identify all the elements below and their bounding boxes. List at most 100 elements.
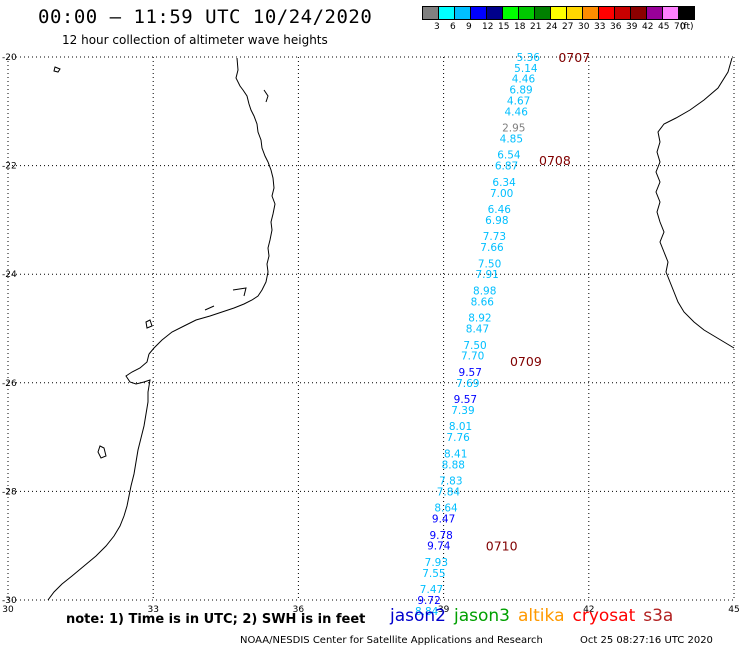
pass-number-labels: 0707 0708 0709 0710 (486, 50, 590, 554)
swh-value: 5.36 (517, 52, 541, 64)
swh-value: 8.01 (449, 421, 472, 433)
legend-bin-label: 27 (562, 22, 574, 32)
swh-value: 7.50 (478, 258, 501, 270)
swh-value: 8.47 (466, 324, 489, 336)
satellite-legend: jason2 jason3 altika cryosat s3a (390, 606, 673, 626)
satellite-legend-jason3: jason3 (454, 606, 510, 626)
swh-value: 8.66 (471, 296, 495, 308)
swh-value: 7.69 (456, 378, 479, 390)
coastlines (47, 57, 735, 601)
lat-tick-label: -30 (2, 596, 17, 606)
pass-label: 0707 (558, 50, 590, 65)
coastline-south-africa (47, 353, 151, 601)
satellite-legend-cryosat: cryosat (572, 606, 636, 626)
lon-tick-label: 42 (583, 605, 594, 615)
swh-value: 7.47 (420, 584, 443, 596)
swh-value: 7.73 (483, 231, 506, 243)
swh-observations: 5.365.144.466.894.674.462.954.856.546.87… (415, 52, 540, 618)
satellite-legend-s3a: s3a (643, 606, 674, 626)
swh-value: 6.46 (488, 204, 512, 216)
swh-value: 7.70 (461, 351, 484, 363)
legend-bin-label: 15 (498, 22, 510, 32)
swh-value: 7.83 (439, 476, 462, 488)
pass-label: 0710 (486, 539, 518, 554)
legend-bin-label: 9 (466, 22, 472, 32)
legend-bin-label: 21 (530, 22, 542, 32)
lat-tick-label: -22 (2, 162, 17, 172)
credit-line: NOAA/NESDIS Center for Satellite Applica… (240, 635, 543, 646)
swh-value: 5.14 (514, 63, 538, 75)
axis-tick-labels: 30 33 36 39 42 45 -20 -22 -24 -26 -28 -30 (2, 53, 740, 615)
swh-value: 8.84 (415, 606, 439, 618)
lon-tick-label: 33 (147, 605, 158, 615)
coastline-madagascar (655, 57, 735, 349)
swh-value: 7.66 (480, 242, 504, 254)
legend-bin-label: 24 (546, 22, 558, 32)
legend-bin-label: 30 (578, 22, 590, 32)
legend-bin-label: 45 (658, 22, 670, 32)
graticule (7, 56, 735, 601)
island-bazaruto (263, 89, 269, 103)
island-reef (53, 66, 61, 73)
swh-value: 7.93 (425, 557, 448, 569)
swh-value: 6.89 (509, 85, 532, 97)
swh-value: 9.47 (432, 514, 455, 526)
page-subtitle: 12 hour collection of altimeter wave hei… (62, 33, 328, 47)
legend-bin-label: 12 (482, 22, 494, 32)
legend-bin-label: 36 (610, 22, 622, 32)
lat-tick-label: -20 (2, 53, 17, 63)
swh-value: 6.54 (497, 150, 521, 162)
lon-tick-label: 36 (293, 605, 305, 615)
legend-bin-label: 70 (674, 22, 686, 32)
satellite-legend-altika: altika (518, 606, 565, 626)
swh-value: 6.87 (495, 161, 518, 173)
swh-value: 9.57 (459, 367, 482, 379)
footer-note: note: 1) Time is in UTC; 2) SWH is in fe… (66, 612, 366, 627)
swh-value: 4.46 (505, 106, 529, 118)
satellite-legend-jason2: jason2 (390, 606, 446, 626)
coast-inlet (232, 287, 247, 297)
lon-tick-label: 30 (2, 605, 14, 615)
swh-value: 7.76 (446, 432, 470, 444)
swh-value: 2.95 (502, 123, 525, 135)
legend-bin-label: 39 (626, 22, 638, 32)
lon-tick-label: 45 (728, 605, 739, 615)
swh-value: 8.64 (434, 503, 458, 515)
coastline-mozambique (148, 57, 276, 355)
swh-value: 7.91 (475, 269, 498, 281)
pass-label: 0709 (510, 354, 542, 369)
legend-bin-label: 42 (642, 22, 654, 32)
swh-value: 6.98 (485, 215, 508, 227)
swh-value: 9.72 (417, 595, 440, 607)
legend-bin-label: 18 (514, 22, 526, 32)
swh-value: 7.55 (422, 568, 445, 580)
swh-value: 9.74 (427, 541, 451, 553)
swh-value: 8.98 (473, 285, 496, 297)
swh-value: 9.78 (429, 530, 452, 542)
color-legend (422, 6, 695, 20)
swh-value: 7.50 (463, 340, 486, 352)
swh-value: 8.88 (442, 459, 465, 471)
swh-value: 4.46 (512, 74, 536, 86)
lon-tick-label: 39 (438, 605, 450, 615)
legend-swatch (678, 6, 695, 20)
swh-value: 4.85 (500, 133, 523, 145)
island-inhaca (145, 319, 153, 329)
legend-unit: (ft) (680, 22, 694, 32)
legend-bin-label: 3 (434, 22, 440, 32)
swh-value: 7.84 (437, 486, 461, 498)
legend-bin-label: 33 (594, 22, 606, 32)
swh-value: 9.57 (454, 394, 477, 406)
generation-timestamp: Oct 25 08:27:16 UTC 2020 (580, 635, 713, 646)
swh-value: 7.00 (490, 188, 513, 200)
swh-value: 4.67 (507, 95, 530, 107)
lat-tick-label: -28 (2, 487, 17, 497)
page-title: 00:00 – 11:59 UTC 10/24/2020 (38, 6, 373, 28)
swh-value: 7.39 (451, 405, 474, 417)
legend-bin-label: 6 (450, 22, 456, 32)
color-legend-labels: 3 6 9 12 15 18 21 24 27 30 33 36 39 42 45 70 (ft) (422, 22, 740, 36)
lat-tick-label: -26 (2, 379, 17, 389)
swh-value: 6.34 (492, 177, 516, 189)
coast-inlet-2 (204, 305, 215, 311)
